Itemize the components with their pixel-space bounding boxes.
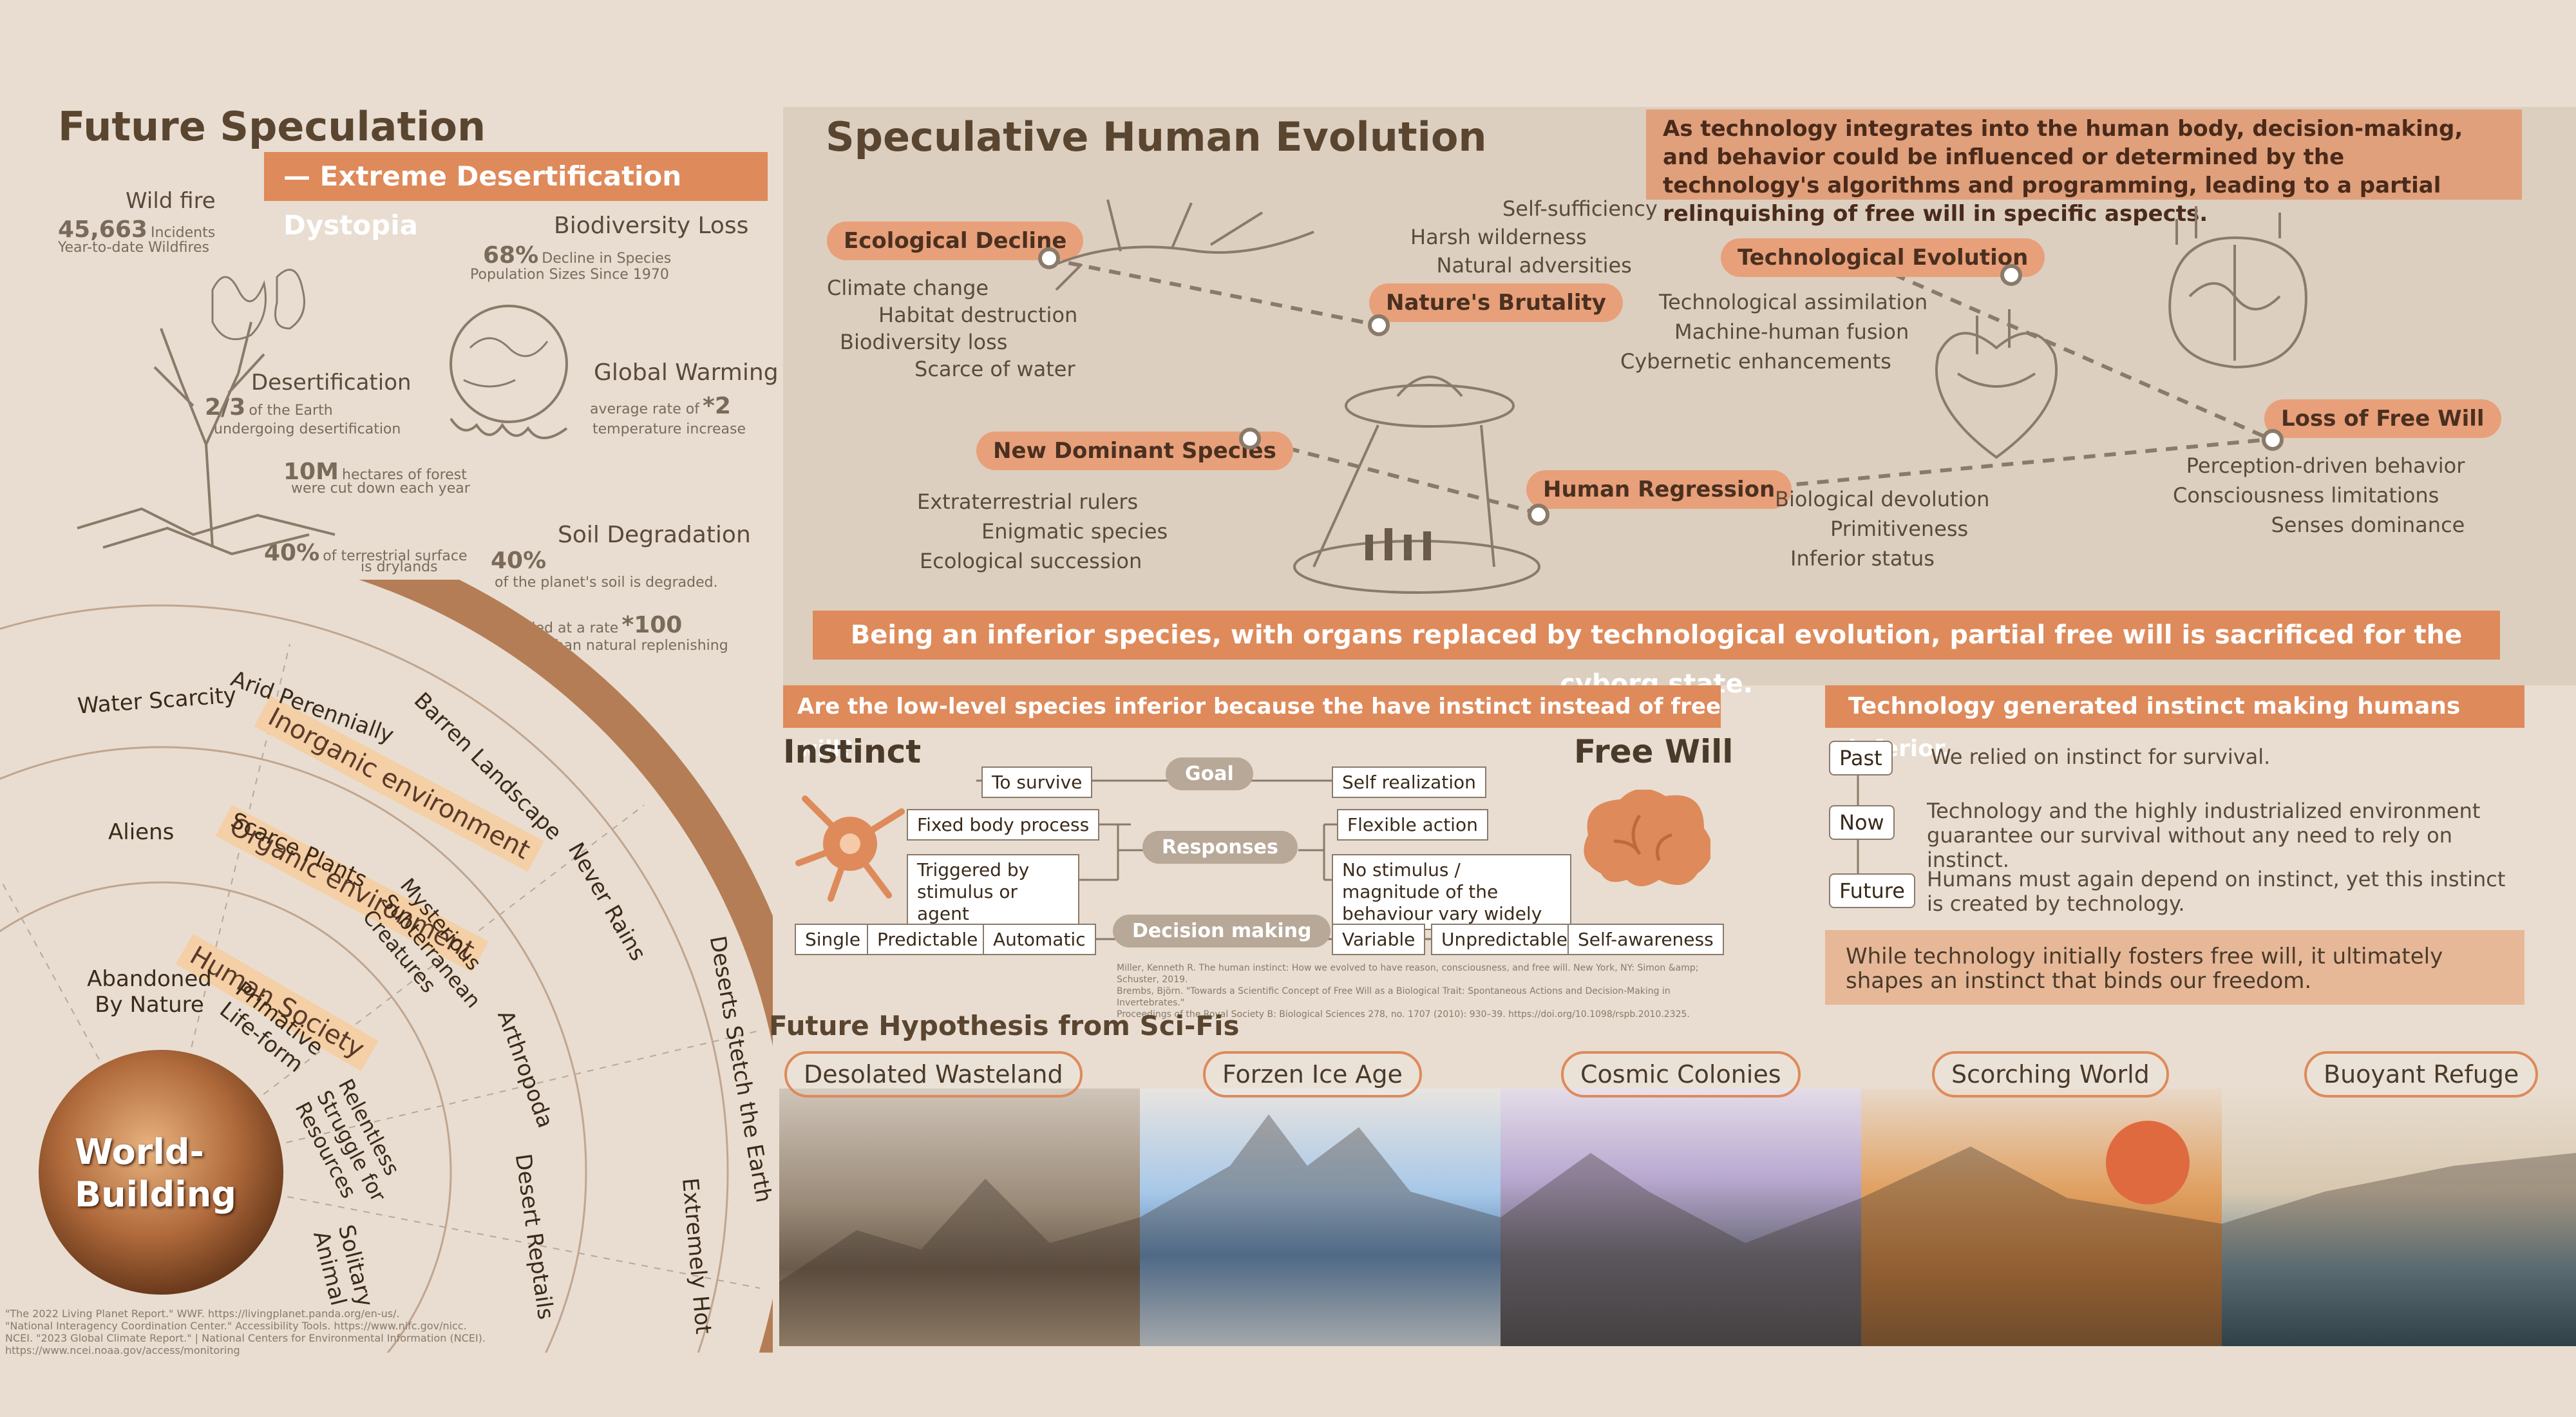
biodiversity-label: Biodiversity Loss (554, 213, 749, 239)
biodiversity-note: Population Sizes Since 1970 (470, 267, 669, 283)
node-loss-of-free-will: Loss of Free Will (2264, 399, 2501, 438)
soil-label: Soil Degradation (558, 522, 751, 548)
circuit-brain-illustration (2168, 206, 2307, 369)
instinct-goal-box: To survive (981, 766, 1093, 798)
ufo-abduction-illustration (1293, 376, 1540, 594)
node-dot (1368, 314, 1390, 336)
timeline-text: Technology and the highly industrialized… (1927, 799, 2481, 872)
timeline-tag-future: Future (1829, 873, 1915, 908)
node-ecological-decline: Ecological Decline (827, 222, 1084, 260)
evolution-banner: Being an inferior species, with organs r… (813, 611, 2500, 699)
regression-items: Biological devolution Primitiveness Infe… (1775, 487, 1990, 571)
freewill-response-box: No stimulus / magnitude of the behaviour… (1332, 854, 1571, 930)
instinct-references: Miller, Kenneth R. The human instinct: H… (1117, 963, 1699, 1020)
warming-label: Global Warming (594, 359, 779, 386)
mechanical-heart-illustration (1935, 309, 2058, 459)
soil-stat: 40% (491, 547, 547, 574)
scifi-landscape (779, 1089, 2576, 1346)
node-dot (2262, 429, 2284, 451)
scifi-item-cosmic-colonies[interactable]: Cosmic Colonies (1561, 1051, 1801, 1098)
warming-note: temperature increase (592, 421, 746, 437)
forest-stat: 10M hectares of forest (283, 459, 467, 485)
melting-globe-illustration (450, 305, 568, 439)
world-building-label: World-Building (75, 1132, 236, 1215)
scifi-item-ice-age[interactable]: Forzen Ice Age (1203, 1051, 1422, 1098)
freewill-decision-box: Unpredictable (1431, 924, 1578, 955)
evolution-title: Speculative Human Evolution (826, 113, 1487, 160)
drylands-note: is drylands (361, 559, 438, 575)
freewill-decision-box: Variable (1332, 924, 1426, 955)
instinct-response-box: Triggered by stimulus or agent (907, 854, 1079, 930)
instinct-decision-box: Single (795, 924, 871, 955)
freewill-title: Free Will (1574, 733, 1734, 770)
drylands-stat: 40% of terrestrial surface (264, 540, 468, 566)
instinct-question: Are the low-level species inferior becau… (783, 685, 1721, 762)
scifi-item-wasteland[interactable]: Desolated Wasteland (784, 1051, 1083, 1098)
timeline-header: Technology generated instinct making hum… (1825, 685, 2524, 762)
wildfire-note: Year-to-date Wildfires (58, 240, 210, 256)
node-dot (1239, 428, 1261, 450)
dystopia-subtitle: — Extreme Desertification Dystopia (264, 152, 768, 241)
freewill-items: Perception-driven behavior Consciousness… (2173, 453, 2465, 537)
instinct-decision-box: Predictable (867, 924, 989, 955)
wheel-item: Abandoned By Nature (87, 966, 212, 1018)
instinct-title: Instinct (783, 733, 922, 770)
wildfire-label: Wild fire (126, 188, 216, 214)
timeline-text: We relied on instinct for survival. (1931, 745, 2271, 769)
biodiversity-stat: 68% Decline in Species (483, 242, 672, 269)
desertification-stat: 2/3 of the Earth (205, 394, 333, 421)
decision-pill: Decision making (1113, 915, 1331, 947)
neuron-icon (795, 795, 905, 902)
fallen-tree-illustration (1055, 199, 1314, 291)
freewill-response-box: Flexible action (1337, 809, 1488, 841)
brutality-items: Self-sufficiency Harsh wilderness Natura… (1410, 196, 1658, 278)
node-human-regression: Human Regression (1526, 470, 1792, 509)
timeline-tag-past: Past (1829, 741, 1893, 775)
world-building-wheel (0, 580, 773, 1353)
evolution-panel (783, 107, 2576, 685)
forest-note: were cut down each year (291, 480, 470, 497)
freewill-decision-box: Self-awareness (1567, 924, 1724, 955)
planet-globe (39, 1050, 283, 1295)
node-dot (2000, 264, 2022, 286)
node-technological-evolution: Technological Evolution (1721, 238, 2045, 277)
node-dot (1528, 504, 1549, 526)
goal-pill: Goal (1166, 757, 1253, 790)
timeline-tag-now: Now (1829, 805, 1895, 840)
desertification-label: Desertification (251, 370, 412, 395)
timeline-text: Humans must again depend on instinct, ye… (1927, 867, 2506, 916)
tech-items: Technological assimilation Machine-human… (1620, 290, 1928, 374)
warming-stat: average rate of *2 (590, 393, 731, 419)
wheel-item: Aliens (108, 819, 175, 845)
node-dot (1038, 247, 1060, 269)
scifi-item-scorching-world[interactable]: Scorching World (1932, 1051, 2169, 1098)
wildfire-stat: 45,663 Incidents (58, 216, 216, 243)
instinct-decision-box: Automatic (983, 924, 1096, 955)
dead-tree-illustration (77, 269, 336, 556)
ecological-items: Climate change Habitat destruction Biodi… (827, 276, 1078, 381)
instinct-response-box: Fixed body process (907, 809, 1100, 841)
future-speculation-title: Future Speculation (58, 103, 486, 150)
node-natures-brutality: Nature's Brutality (1369, 283, 1623, 322)
evolution-note: As technology integrates into the human … (1646, 109, 2522, 227)
scifi-title: Future Hypothesis from Sci-Fis (769, 1010, 1240, 1041)
brain-icon (1584, 790, 1710, 886)
soil-note: of the planet's soil is degraded. (495, 575, 718, 591)
species-items: Extraterrestrial rulers Enigmatic specie… (917, 490, 1168, 573)
responses-pill: Responses (1142, 831, 1298, 864)
left-references: "The 2022 Living Planet Report." WWF. ht… (5, 1308, 486, 1356)
timeline-conclusion: While technology initially fosters free … (1825, 930, 2524, 1005)
desertification-note: undergoing desertification (214, 421, 401, 437)
scifi-item-buoyant-refuge[interactable]: Buoyant Refuge (2304, 1051, 2539, 1098)
freewill-goal-box: Self realization (1332, 766, 1486, 798)
